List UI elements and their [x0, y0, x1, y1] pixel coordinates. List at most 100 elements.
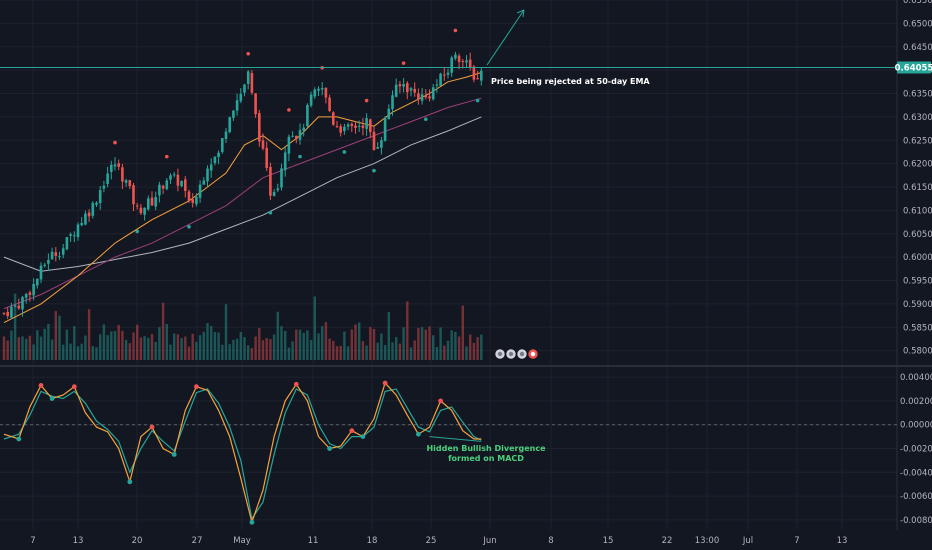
macd-bearish-dot: [293, 381, 299, 387]
volume-bar: [247, 345, 250, 360]
volume-bar: [147, 337, 150, 360]
volume-bar: [36, 330, 39, 360]
candle-body: [91, 203, 95, 216]
candle-body: [206, 168, 209, 182]
volume-bar: [13, 293, 17, 360]
candle-body: [95, 202, 98, 205]
volume-bar: [95, 347, 98, 360]
volume-bar: [80, 343, 83, 360]
volume-bar: [176, 334, 180, 360]
volume-bar: [280, 326, 283, 360]
candle-body: [98, 190, 102, 204]
candle-body: [180, 180, 183, 187]
candle-body: [150, 197, 154, 206]
candle-body: [2, 313, 6, 315]
macd-bearish-dot: [349, 428, 355, 434]
volume-bar: [102, 324, 106, 360]
candle-body: [10, 306, 13, 318]
volume-bar: [409, 347, 413, 360]
volume-bar: [39, 336, 43, 360]
volume-bar: [213, 331, 217, 360]
candle-body: [439, 73, 442, 86]
candle-body: [424, 95, 428, 98]
candle-body: [446, 72, 450, 75]
candle-body: [346, 124, 350, 127]
candle-body: [361, 125, 365, 129]
volume-bar: [206, 323, 209, 360]
macd-bullish-dot: [360, 434, 366, 440]
candle-body: [139, 207, 143, 214]
ema-100-line: [3, 97, 482, 310]
candle-body: [406, 83, 409, 93]
candle-body: [80, 223, 83, 226]
volume-bar: [76, 346, 80, 360]
candle-body: [454, 54, 457, 59]
candle-body: [317, 88, 320, 91]
volume-bar: [457, 336, 461, 360]
fractal-markers: [113, 28, 480, 234]
volume-bar: [454, 331, 457, 360]
macd-signal-line: [3, 388, 482, 521]
volume-bar: [73, 326, 76, 360]
candle-body: [54, 252, 58, 256]
candle-body: [372, 131, 376, 150]
candle-body: [450, 57, 453, 73]
volume-bar: [17, 337, 20, 360]
candle-body: [461, 61, 465, 63]
candle-body: [417, 93, 420, 100]
fractal-low-marker: [187, 224, 191, 229]
volume-bar: [239, 332, 242, 360]
candle-body: [376, 147, 379, 149]
candle-body: [128, 180, 132, 187]
candle-body: [287, 136, 291, 154]
macd-cross-dots: [16, 380, 443, 525]
volume-bar: [443, 345, 446, 360]
volume-bar: [413, 340, 416, 360]
volume-bar: [291, 341, 294, 360]
volume-bar: [21, 336, 24, 360]
time-tick-label: 25: [426, 536, 437, 546]
volume-bar: [195, 341, 198, 360]
volume-bar: [58, 315, 61, 360]
time-tick-label: Jul: [742, 536, 753, 546]
time-tick-label: 11: [308, 536, 319, 546]
volume-bar: [173, 333, 176, 360]
volume-bar: [469, 334, 472, 360]
volume-bar: [110, 331, 113, 360]
candle-body: [102, 185, 106, 189]
volume-bar: [224, 304, 228, 360]
volume-bar: [446, 340, 450, 360]
volume-bar: [383, 344, 387, 360]
candle-body: [328, 97, 331, 112]
volume-bar: [302, 332, 305, 360]
event-icons[interactable]: [494, 348, 539, 360]
candle-body: [254, 93, 257, 115]
divergence-line-path: [429, 436, 482, 442]
candle-body: [431, 87, 435, 100]
volume-bar: [420, 327, 424, 360]
volume-bar: [346, 346, 350, 360]
volume-bar: [276, 311, 279, 360]
time-tick-label: 15: [603, 536, 614, 546]
candle-body: [472, 66, 476, 80]
volume-bar: [202, 331, 205, 360]
volume-bar: [343, 331, 346, 360]
candle-body: [280, 168, 283, 188]
current-price-tag: 0.64055: [895, 61, 932, 74]
candle-body: [198, 184, 202, 198]
candle-body: [154, 197, 157, 207]
candle-body: [161, 185, 165, 189]
time-tick-label: Jun: [482, 536, 496, 546]
volume-bar: [372, 328, 376, 360]
macd-bearish-dot: [38, 383, 44, 388]
candle-body: [69, 234, 72, 236]
candle-body: [394, 84, 398, 97]
